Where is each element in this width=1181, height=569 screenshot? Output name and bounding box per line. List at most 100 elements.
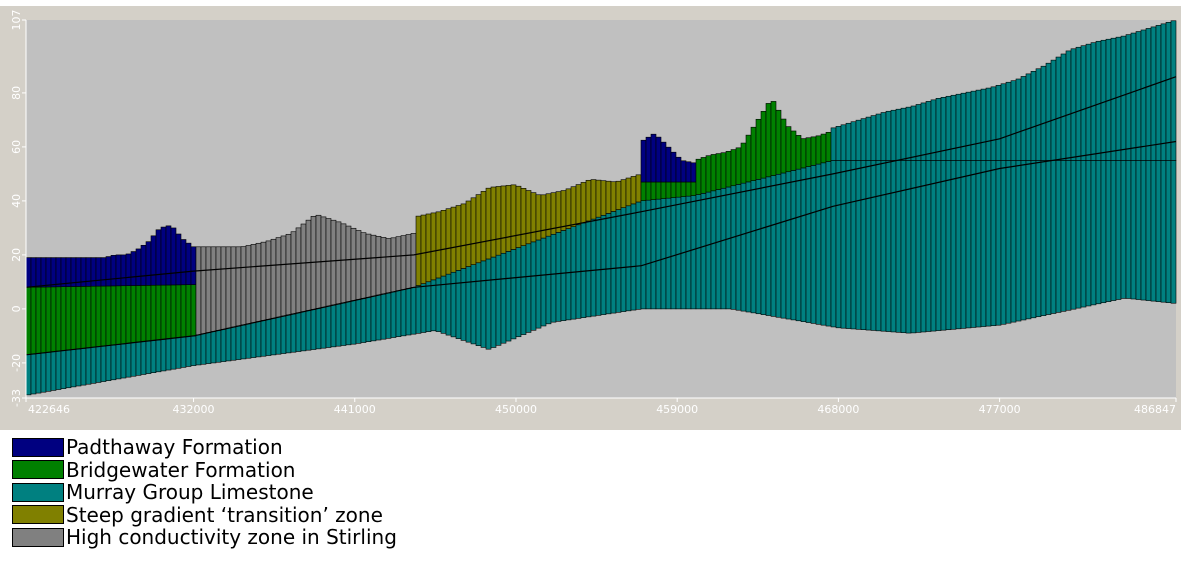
murray-column: [425, 281, 432, 332]
murray-column: [735, 184, 742, 311]
murray-column: [25, 354, 32, 396]
unit-column: [850, 121, 857, 161]
unit-column: [905, 106, 912, 161]
murray-column: [975, 160, 982, 328]
murray-column: [715, 189, 722, 310]
padthaway-column: [120, 254, 127, 287]
x-tick-label: 486847: [1134, 403, 1176, 416]
padthaway-column: [140, 244, 147, 286]
unit-column: [1025, 73, 1032, 161]
murray-column: [75, 348, 82, 387]
unit-column: [1100, 39, 1107, 161]
murray-column: [170, 337, 177, 370]
unit-column: [800, 138, 807, 169]
murray-column: [1110, 160, 1117, 301]
murray-column: [285, 314, 292, 354]
bridgewater-column: [105, 285, 112, 346]
murray-column: [1170, 160, 1177, 304]
unit-column: [220, 246, 227, 330]
murray-column: [790, 170, 797, 321]
murray-column: [1155, 160, 1162, 302]
unit-column: [895, 108, 902, 161]
murray-column: [380, 293, 387, 340]
unit-column: [1065, 50, 1072, 161]
unit-column: [590, 179, 597, 220]
murray-column: [860, 160, 867, 330]
murray-column: [1020, 160, 1027, 321]
legend-swatch: [12, 437, 64, 457]
layer-line: [25, 76, 1177, 288]
murray-column: [105, 345, 112, 381]
unit-column: [775, 109, 782, 175]
unit-column: [455, 205, 462, 271]
padthaway-column: [65, 257, 72, 287]
unit-column: [305, 219, 312, 311]
layer-line: [25, 140, 1177, 356]
murray-column: [240, 324, 247, 360]
murray-column: [550, 233, 557, 323]
unit-column: [770, 101, 777, 176]
unit-column: [980, 88, 987, 161]
bridgewater-column: [690, 181, 697, 196]
murray-column: [275, 316, 282, 355]
padthaway-column: [130, 251, 137, 286]
unit-column: [1135, 31, 1142, 161]
legend-label: High conductivity zone in Stirling: [66, 525, 397, 550]
murray-column: [880, 160, 887, 332]
murray-column: [1120, 160, 1127, 299]
unit-column: [1130, 32, 1137, 161]
murray-column: [365, 297, 372, 342]
unit-column: [805, 137, 812, 167]
unit-column: [1095, 40, 1102, 161]
murray-column: [210, 331, 217, 364]
legend-item-bridgewater: Bridgewater Formation: [12, 459, 397, 482]
padthaway-column: [645, 136, 652, 183]
murray-column: [40, 352, 47, 393]
unit-column: [620, 179, 627, 208]
padthaway-column: [190, 246, 197, 285]
padthaway-column: [650, 133, 657, 183]
bridgewater-column: [80, 286, 87, 349]
murray-column: [645, 199, 652, 310]
padthaway-column: [655, 136, 662, 183]
murray-column: [340, 302, 347, 346]
unit-column: [525, 190, 532, 245]
murray-column: [90, 346, 97, 384]
murray-column: [1010, 160, 1017, 323]
bridgewater-column: [685, 181, 692, 197]
unit-column: [840, 124, 847, 161]
murray-column: [1000, 160, 1007, 325]
padthaway-column: [125, 253, 132, 286]
murray-column: [455, 270, 462, 339]
bridgewater-column: [120, 285, 127, 345]
unit-column: [985, 87, 992, 161]
murray-column: [815, 163, 822, 325]
unit-column: [705, 155, 712, 193]
unit-column: [415, 215, 422, 286]
murray-column: [190, 335, 197, 366]
murray-column: [60, 350, 67, 389]
murray-column: [45, 351, 52, 392]
legend-swatch: [12, 505, 64, 525]
unit-column: [205, 246, 212, 333]
murray-column: [1045, 160, 1052, 315]
padthaway-column: [25, 257, 32, 288]
bridgewater-column: [640, 181, 647, 201]
murray-column: [800, 167, 807, 322]
murray-column: [780, 172, 787, 319]
murray-column: [410, 287, 417, 335]
murray-column: [1150, 160, 1157, 302]
murray-column: [705, 191, 712, 310]
padthaway-column: [665, 146, 672, 183]
unit-column: [255, 242, 262, 322]
unit-column: [930, 99, 937, 161]
unit-column: [250, 244, 257, 323]
unit-column: [350, 227, 357, 301]
murray-column: [730, 185, 737, 310]
unit-column: [815, 135, 822, 165]
murray-column: [1125, 160, 1132, 299]
bridgewater-column: [115, 285, 122, 345]
murray-column: [490, 256, 497, 348]
unit-column: [615, 180, 622, 210]
padthaway-column: [95, 257, 102, 287]
